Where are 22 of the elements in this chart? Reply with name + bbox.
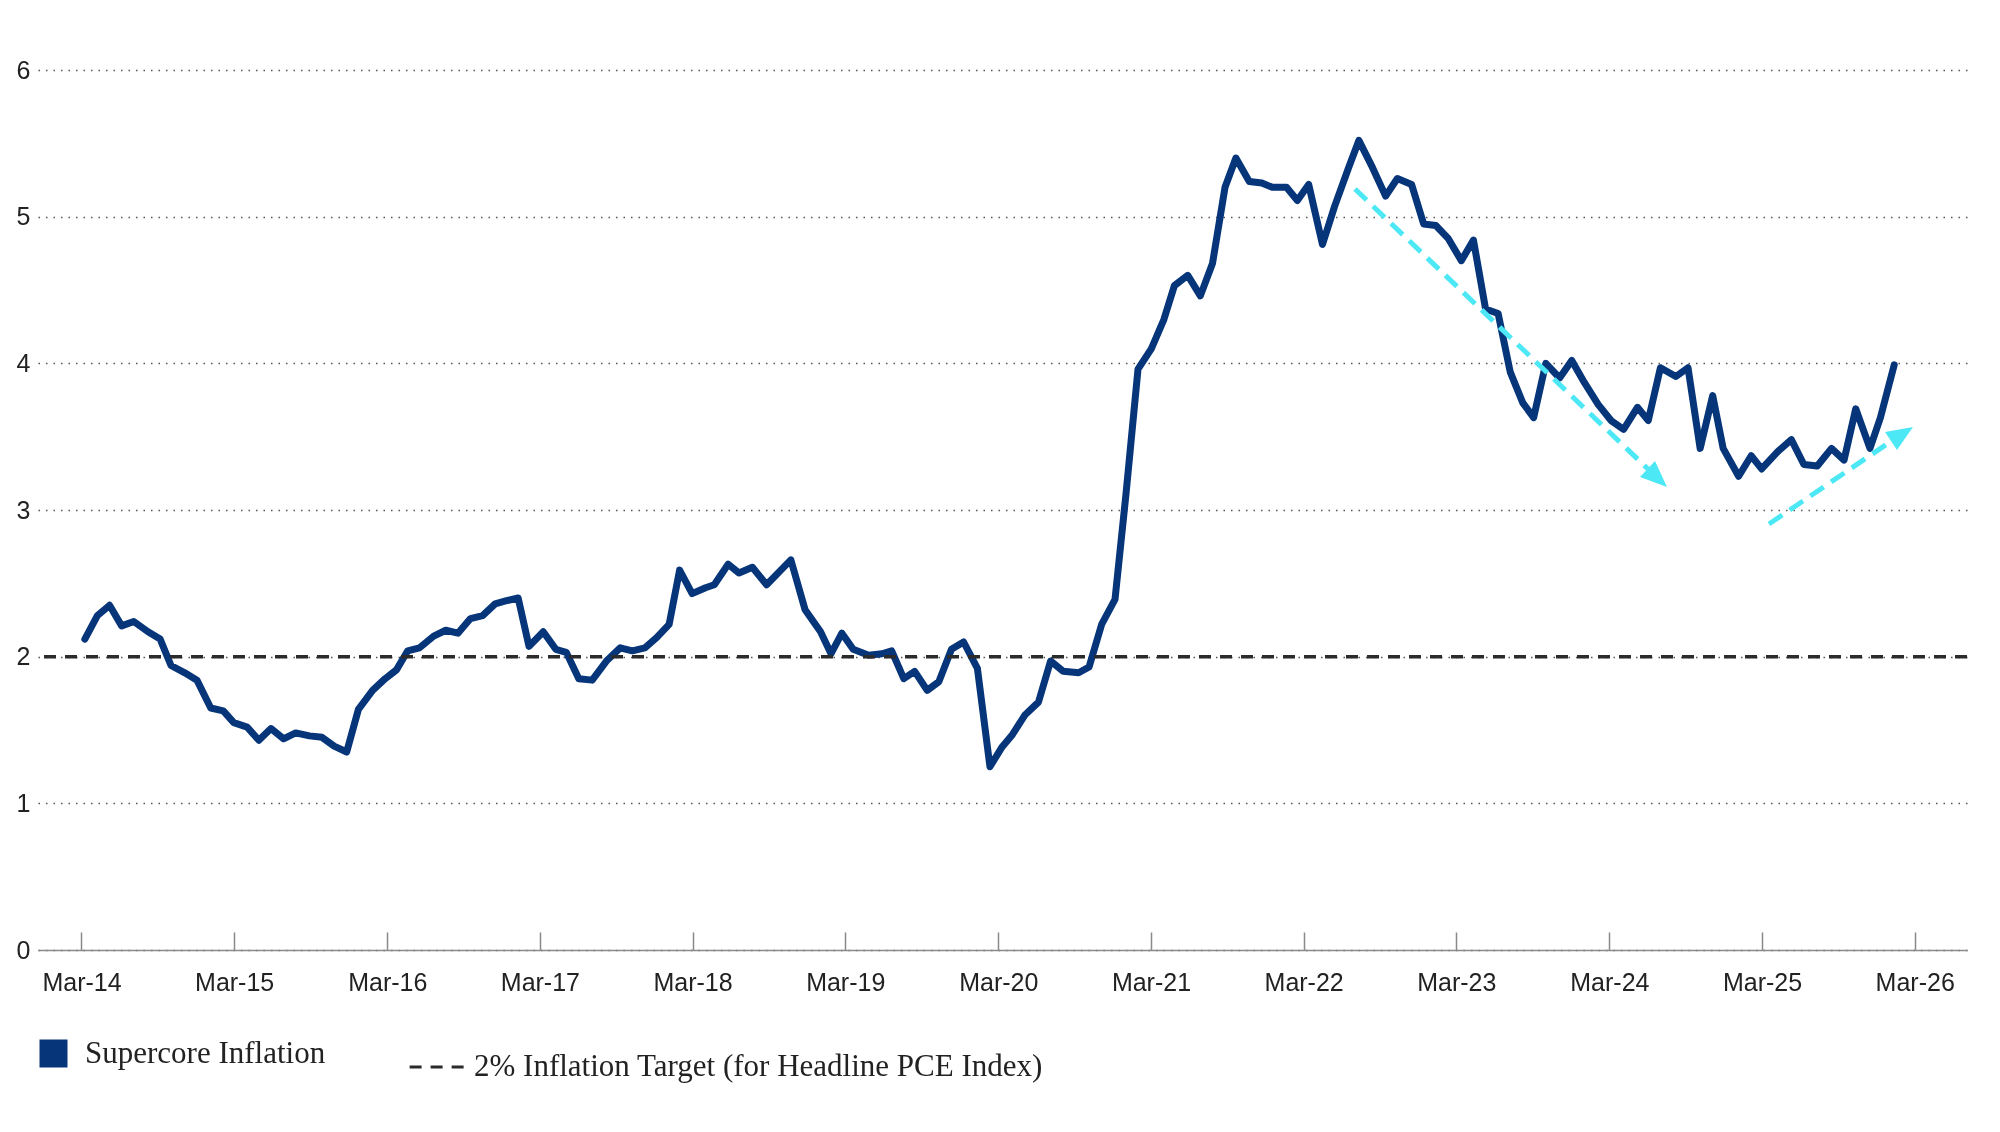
legend-label: Supercore Inflation <box>85 1034 326 1070</box>
y-tick-label: 5 <box>16 202 31 231</box>
legend-label: 2% Inflation Target (for Headline PCE Index) <box>474 1048 1043 1083</box>
y-tick-label: 3 <box>16 495 31 524</box>
x-tick-label: Mar-19 <box>806 967 886 996</box>
y-tick-label: 6 <box>16 55 31 84</box>
x-tick-label: Mar-16 <box>348 967 428 996</box>
x-tick-label: Mar-20 <box>959 967 1039 996</box>
x-tick-label: Mar-26 <box>1875 967 1955 996</box>
x-tick-label: Mar-21 <box>1111 967 1192 996</box>
x-tick-label: Mar-25 <box>1722 967 1803 996</box>
x-tick-label: Mar-14 <box>42 967 122 996</box>
x-tick-label: Mar-24 <box>1570 967 1650 996</box>
x-tick-label: Mar-15 <box>195 967 275 996</box>
y-tick-label: 1 <box>16 788 31 817</box>
y-tick-label: 0 <box>16 935 31 964</box>
x-tick-label: Mar-22 <box>1264 967 1344 996</box>
x-tick-label: Mar-17 <box>500 967 580 996</box>
x-tick-label: Mar-18 <box>653 967 733 996</box>
y-tick-label: 2 <box>16 642 31 671</box>
x-tick-label: Mar-23 <box>1417 967 1497 996</box>
y-tick-label: 4 <box>16 348 31 377</box>
